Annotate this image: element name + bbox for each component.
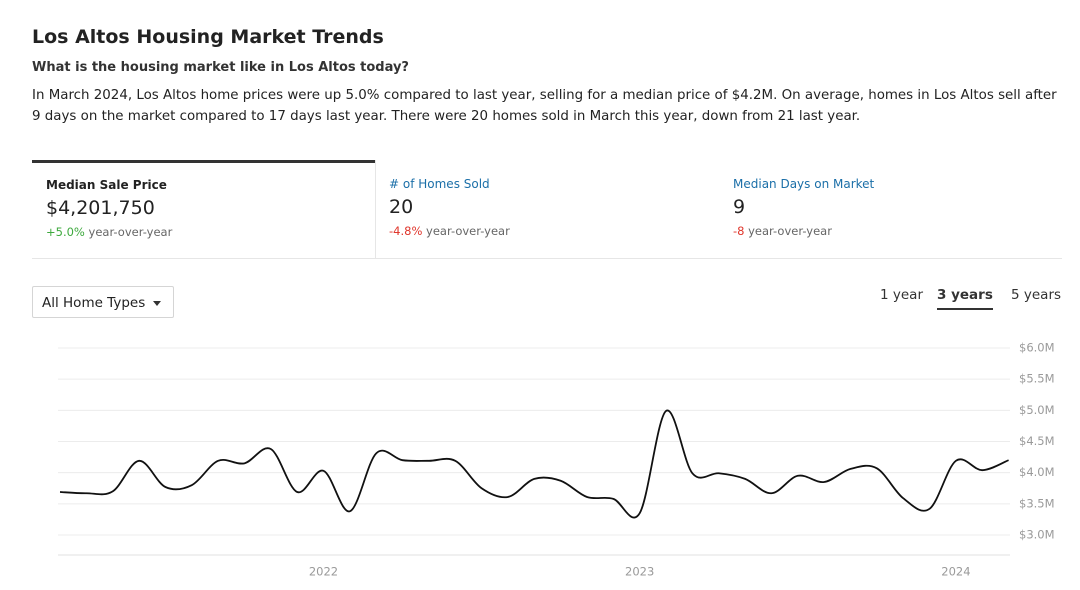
tab-value: $4,201,750 (46, 197, 155, 219)
dropdown-caret (153, 301, 161, 306)
tab-value: 20 (389, 196, 414, 218)
tab-change: +5.0% year-over-year (46, 225, 375, 239)
y-tick-label: $5.0M (1019, 403, 1055, 417)
x-tick-label: 2023 (625, 565, 654, 579)
y-tick-label: $4.5M (1019, 434, 1055, 448)
x-tick-label: 2022 (309, 565, 338, 579)
description: In March 2024, Los Altos home prices wer… (32, 88, 1057, 124)
range-button[interactable]: 1 year (880, 287, 923, 303)
y-tick-label: $3.5M (1019, 496, 1055, 510)
y-tick-label: $3.0M (1019, 528, 1055, 542)
range-button[interactable]: 5 years (1011, 287, 1062, 303)
subtitle: What is the housing market like in Los A… (32, 60, 409, 75)
tab-label: Median Sale Price (46, 178, 167, 192)
tab-change: -8 year-over-year (733, 224, 1062, 238)
metric-tab[interactable]: Median Sale Price $4,201,750 +5.0% year-… (32, 160, 375, 258)
metric-tab[interactable]: Median Days on Market 9 -8 year-over-yea… (719, 160, 1062, 258)
range-button[interactable]: 3 years (937, 287, 993, 310)
home-type-dropdown[interactable]: All Home Types (32, 286, 174, 318)
metric-tabs: Median Sale Price $4,201,750 +5.0% year-… (32, 160, 1062, 259)
change-suffix: year-over-year (88, 225, 173, 239)
change-value: -4.8% (389, 224, 423, 238)
y-tick-label: $5.5M (1019, 372, 1055, 386)
tab-label: # of Homes Sold (389, 177, 490, 191)
metric-tab[interactable]: # of Homes Sold 20 -4.8% year-over-year (375, 160, 718, 258)
price-line (59, 409, 1009, 519)
page-title: Los Altos Housing Market Trends (32, 26, 384, 48)
dropdown-label: All Home Types (42, 295, 146, 311)
tab-value: 9 (733, 196, 746, 218)
change-suffix: year-over-year (748, 224, 832, 238)
change-value: +5.0% (46, 225, 85, 239)
y-tick-label: $4.0M (1019, 465, 1055, 479)
tab-label: Median Days on Market (733, 177, 875, 191)
change-suffix: year-over-year (426, 224, 510, 238)
change-value: -8 (733, 224, 745, 238)
x-tick-label: 2024 (941, 565, 970, 579)
tab-change: -4.8% year-over-year (389, 224, 718, 238)
y-tick-label: $6.0M (1019, 341, 1055, 355)
